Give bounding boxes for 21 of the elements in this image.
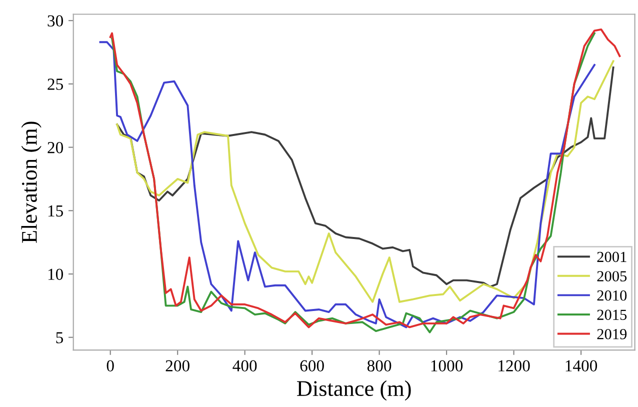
x-tick-label: 800 xyxy=(367,360,392,372)
legend-label: 2015 xyxy=(597,310,627,320)
legend-label: 2010 xyxy=(597,290,627,301)
y-tick-label: 15 xyxy=(48,205,63,217)
legend-label: 2001 xyxy=(597,252,626,262)
x-tick-label: 1000 xyxy=(431,360,463,372)
x-tick-label: 200 xyxy=(166,360,190,372)
legend-label: 2005 xyxy=(597,271,627,282)
y-tick-label: 30 xyxy=(48,15,64,27)
x-tick-label: 1200 xyxy=(498,360,530,372)
x-tick-label: 1400 xyxy=(566,360,598,372)
y-axis-title: Elevation (m) xyxy=(21,122,42,243)
legend-label: 2019 xyxy=(597,328,627,340)
x-tick-label: 0 xyxy=(106,360,114,372)
y-tick-label: 25 xyxy=(48,78,63,90)
x-tick-label: 600 xyxy=(300,360,324,372)
x-tick-label: 400 xyxy=(232,360,257,372)
y-tick-label: 20 xyxy=(48,142,64,154)
y-tick-label: 5 xyxy=(56,332,63,344)
y-tick-label: 10 xyxy=(48,268,64,280)
x-axis-title: Distance (m) xyxy=(297,380,411,401)
